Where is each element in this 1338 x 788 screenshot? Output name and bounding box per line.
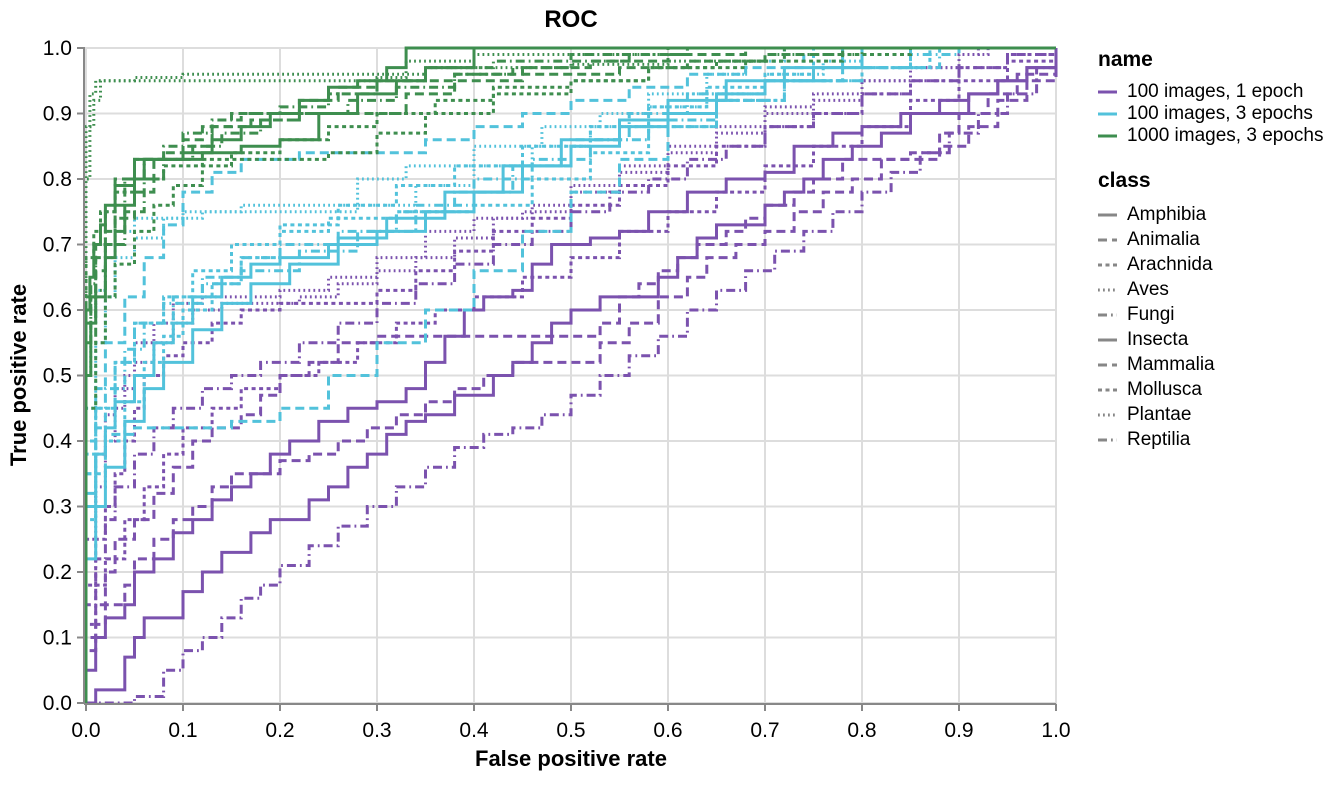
legend-symbol [1098, 112, 1117, 116]
legend-symbol [1098, 413, 1117, 416]
legend-item-insecta: Insecta [1098, 327, 1323, 352]
legend-label: 100 images, 3 epochs [1127, 103, 1313, 124]
roc-curve [84, 46, 1056, 703]
roc-curve [84, 46, 1056, 703]
legend-symbol [1098, 213, 1117, 216]
legend-symbol [1098, 238, 1117, 241]
legend-item-mammalia: Mammalia [1098, 352, 1323, 377]
legend-symbol [1098, 388, 1117, 391]
legend-label: Aves [1127, 278, 1169, 300]
legend-item-100-images-3-epochs: 100 images, 3 epochs [1098, 103, 1323, 125]
x-tick-label: 0.8 [847, 719, 876, 742]
axes: 0.0 0.1 0.2 0.3 0.4 0.5 0.6 0.7 0.8 0.9 1.0 0.0 0.1 0… [43, 37, 1071, 742]
roc-curve [84, 46, 1056, 703]
y-tick-label: 0.3 [43, 496, 72, 519]
legend-symbol [1098, 313, 1117, 316]
legend-item-1000-images-3-epochs: 1000 images, 3 epochs [1098, 125, 1323, 147]
legend-item-aves: Aves [1098, 277, 1323, 302]
legend-label: Amphibia [1127, 203, 1207, 225]
roc-curve [84, 46, 1056, 703]
chart-title: ROC [544, 6, 598, 33]
legend-label: Arachnida [1127, 253, 1213, 275]
roc-curve [84, 46, 1056, 703]
roc-curve [84, 48, 1058, 703]
x-tick-label: 0.5 [556, 719, 585, 742]
y-tick-label: 0.7 [43, 234, 72, 257]
roc-curve [84, 48, 1058, 703]
legend-symbol [1098, 363, 1117, 366]
x-tick-label: 0.4 [459, 719, 489, 742]
y-axis-title: True positive rate [6, 283, 31, 467]
legend-item-amphibia: Amphibia [1098, 202, 1323, 227]
legend-label: Insecta [1127, 328, 1189, 350]
roc-curve [86, 48, 1058, 705]
legend-label: Mollusca [1127, 378, 1202, 400]
legend-label: Mammalia [1127, 353, 1215, 375]
legend-symbol [1098, 134, 1117, 138]
legend-label: 100 images, 1 epoch [1127, 81, 1304, 102]
x-tick-label: 1.0 [1041, 719, 1070, 742]
legend-symbol [1098, 288, 1117, 291]
roc-curve [84, 46, 1056, 703]
legend-item-arachnida: Arachnida [1098, 252, 1323, 277]
legend-name-title: name [1098, 48, 1153, 71]
roc-curve [84, 46, 1056, 703]
legend-symbol [1098, 90, 1117, 94]
legend-label: Fungi [1127, 303, 1175, 325]
roc-curve [84, 48, 1058, 703]
roc-curve [84, 48, 1058, 703]
legend-item-100-images-1-epoch: 100 images, 1 epoch [1098, 81, 1323, 103]
x-tick-label: 0.6 [653, 719, 682, 742]
legend: name 100 images, 1 epoch 100 images, 3 ep… [1098, 48, 1323, 452]
y-tick-label: 0.0 [43, 692, 72, 715]
y-tick-label: 0.4 [43, 430, 73, 453]
legend-class-title: class [1098, 169, 1151, 192]
legend-label: Plantae [1127, 403, 1192, 425]
legend-class-items: Amphibia Animalia Arachnida Aves Fungi Insect… [1098, 202, 1323, 452]
y-tick-label: 0.9 [43, 103, 72, 126]
y-tick-label: 0.8 [43, 168, 72, 191]
roc-curve [84, 46, 1056, 703]
legend-item-reptilia: Reptilia [1098, 427, 1323, 452]
legend-item-mollusca: Mollusca [1098, 377, 1323, 402]
x-tick-label: 0.7 [750, 719, 779, 742]
legend-symbol [1098, 438, 1117, 441]
legend-symbol [1098, 263, 1117, 266]
legend-label: Reptilia [1127, 428, 1191, 450]
y-tick-label: 0.6 [43, 299, 72, 322]
y-tick-label: 0.5 [43, 365, 72, 388]
x-axis-title: False positive rate [475, 746, 667, 771]
x-tick-label: 0.2 [265, 719, 294, 742]
legend-item-animalia: Animalia [1098, 227, 1323, 252]
x-tick-label: 0.9 [944, 719, 973, 742]
legend-item-fungi: Fungi [1098, 302, 1323, 327]
roc-curves [84, 46, 1058, 705]
legend-symbol [1098, 338, 1117, 341]
y-tick-label: 0.2 [43, 561, 72, 584]
x-tick-label: 0.1 [168, 719, 197, 742]
legend-label: 1000 images, 3 epochs [1127, 125, 1324, 146]
legend-name-items: 100 images, 1 epoch 100 images, 3 epochs 1… [1098, 81, 1323, 147]
x-tick-label: 0.0 [71, 719, 100, 742]
roc-curve [84, 46, 1056, 703]
y-tick-label: 0.1 [43, 627, 72, 650]
x-tick-label: 0.3 [362, 719, 391, 742]
legend-label: Animalia [1127, 228, 1200, 250]
roc-curve [84, 46, 1056, 703]
roc-curve [84, 46, 1056, 703]
legend-item-plantae: Plantae [1098, 402, 1323, 427]
roc-curve [84, 46, 1056, 703]
y-tick-label: 1.0 [43, 37, 72, 60]
